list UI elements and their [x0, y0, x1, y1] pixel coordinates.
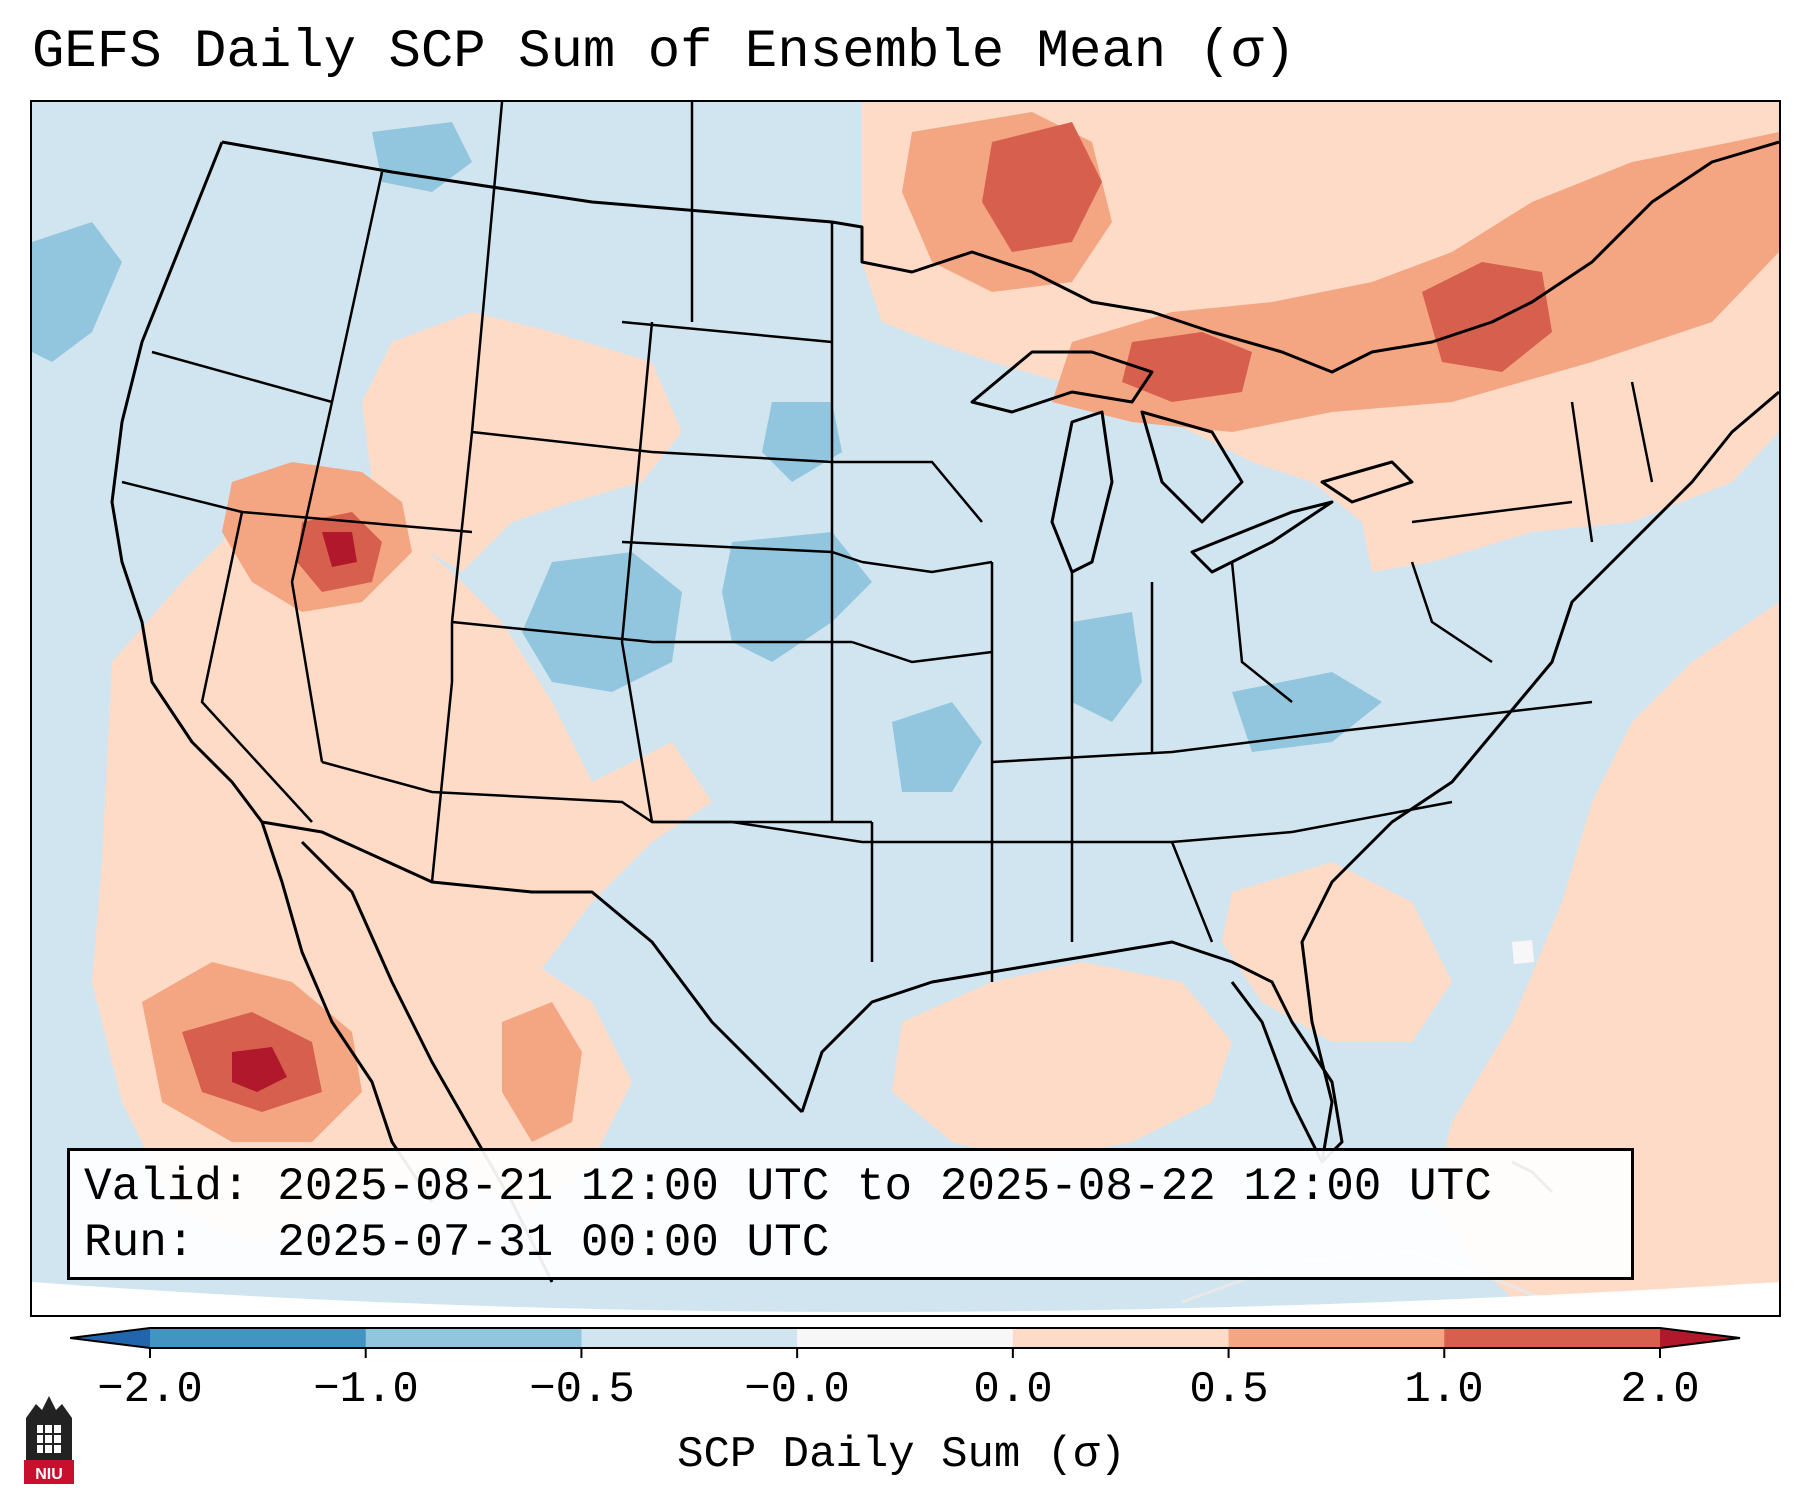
negative-region-oklahoma: [892, 702, 982, 792]
projection-edge: [32, 1282, 1779, 1315]
colorbar-tick-label: 0.0: [973, 1365, 1053, 1415]
us-east-coast: [1300, 390, 1779, 1163]
great-lakes-superior: [970, 350, 1154, 414]
state-boundaries: [121, 102, 1654, 982]
great-lakes-erie: [1190, 500, 1334, 574]
valid-time-text: Valid: 2025-08-21 12:00 UTC to 2025-08-2…: [84, 1161, 1492, 1213]
dark-positive-region-baja: [232, 1047, 287, 1092]
colorbar-tick-label: −1.0: [313, 1365, 419, 1415]
near-zero-region-atlantic: [1512, 940, 1534, 964]
run-time-text: Run: 2025-07-31 00:00 UTC: [84, 1217, 830, 1269]
map-canvas: [32, 102, 1779, 1315]
colorbar-tick-label: −0.0: [744, 1365, 850, 1415]
negative-region-tennessee: [1232, 672, 1382, 752]
med-positive-region-sierra-madre: [502, 1002, 582, 1142]
us-canada-border: [221, 140, 1779, 374]
validity-info-box: Valid: 2025-08-21 12:00 UTC to 2025-08-2…: [67, 1148, 1634, 1280]
colorbar-segment: [1444, 1328, 1661, 1348]
colorbar-segment: [365, 1328, 582, 1348]
colorbar-tick-label: 2.0: [1620, 1365, 1700, 1415]
negative-region-idaho: [372, 122, 472, 192]
gulf-coast: [800, 940, 1344, 1164]
strong-positive-region-michigan: [1122, 332, 1252, 402]
negative-region-pacific: [32, 222, 122, 362]
colorbar-tick-label: 1.0: [1404, 1365, 1484, 1415]
colorbar-segment: [150, 1328, 367, 1348]
logo-window-lines: [36, 1424, 62, 1454]
dark-positive-region-nevada: [322, 532, 357, 567]
map-title: GEFS Daily SCP Sum of Ensemble Mean (σ): [32, 22, 1296, 83]
niu-logo: NIU: [24, 1396, 74, 1484]
colorbar-segment: [581, 1328, 798, 1348]
colorbar-over-extension: [1660, 1328, 1740, 1348]
us-mexico-border: [261, 820, 804, 1114]
negative-region-nebraska: [762, 402, 842, 482]
colorbar-label: SCP Daily Sum (σ): [677, 1430, 1126, 1480]
colorbar: [70, 1327, 1741, 1358]
colorbar-segment: [797, 1328, 1014, 1348]
strong-positive-region-ontario: [982, 122, 1102, 252]
anomaly-field: [32, 102, 1779, 1315]
colorbar-segment: [1012, 1328, 1230, 1348]
positive-region-atlantic: [1432, 602, 1779, 1315]
colorbar-tick-label: 0.5: [1189, 1365, 1269, 1415]
positive-region-plains-north: [362, 312, 682, 572]
colorbar-tick-label: −2.0: [97, 1365, 203, 1415]
mexico-baja-coast: [260, 821, 434, 1203]
logo-banner: [24, 1460, 74, 1484]
colorbar-under-extension: [70, 1328, 150, 1348]
logo-window-grid: [35, 1423, 63, 1455]
negative-region-mississippi: [1072, 612, 1142, 722]
colorbar-tick-label: −0.5: [529, 1365, 635, 1415]
negative-region-kansas: [722, 532, 872, 662]
positive-region-gulf: [892, 962, 1232, 1162]
colorbar-segment: [1228, 1328, 1445, 1348]
negative-region-colorado: [522, 552, 682, 692]
us-west-coast: [110, 141, 264, 823]
map-panel: [30, 100, 1781, 1317]
great-lakes-huron: [1140, 410, 1244, 524]
logo-text: NIU: [35, 1466, 63, 1483]
strong-positive-region-quebec: [1422, 262, 1552, 372]
great-lakes-ontario: [1320, 460, 1414, 504]
great-lakes-michigan: [1050, 410, 1114, 574]
